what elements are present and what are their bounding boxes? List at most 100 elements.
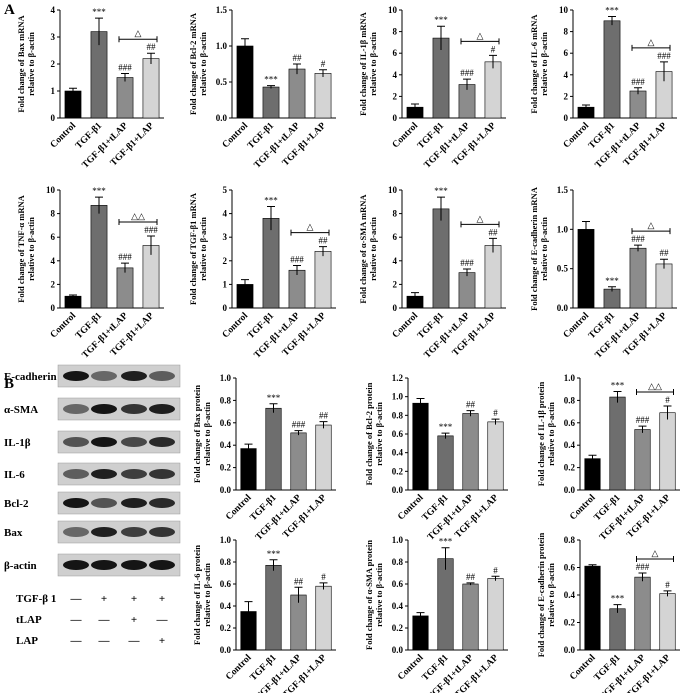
blot-band [91, 371, 117, 381]
panel-label: A [4, 2, 15, 18]
blot-strip [57, 397, 181, 421]
error-bar [121, 72, 129, 82]
significance-label: ## [319, 236, 329, 246]
significance-label: ### [636, 562, 650, 572]
error-bar [582, 220, 590, 238]
y-axis-label: Fold change of TNF-α mRNA [16, 194, 26, 302]
y-tick-label: 0.0 [557, 303, 569, 313]
error-bar [582, 104, 590, 110]
y-axis-label: relative to β-actin [26, 217, 36, 281]
significance-label: *** [434, 186, 448, 196]
bar [629, 247, 647, 309]
error-bar [663, 590, 672, 597]
bar [64, 90, 82, 119]
comparison-bracket [118, 36, 158, 43]
significance-label: # [321, 59, 326, 69]
bar [484, 61, 502, 119]
treatment-label: TGF-β 1 [16, 593, 56, 605]
y-tick-label: 0.6 [392, 429, 404, 439]
error-bar [613, 604, 622, 613]
comparison-label: △△ [648, 381, 662, 391]
y-tick-label: 4 [51, 256, 56, 266]
y-axis-label: Fold change of E-cadherin mRNA [529, 186, 539, 311]
y-tick-label: 2 [223, 256, 228, 266]
y-tick-label: 1.0 [220, 373, 232, 383]
bar [314, 251, 332, 309]
error-bar [588, 564, 597, 568]
y-axis-label: relative to β-actin [539, 217, 549, 281]
bar [432, 37, 450, 119]
significance-label: *** [605, 276, 619, 286]
bar [655, 263, 673, 309]
error-bar [634, 244, 642, 252]
treatment-mark: + [159, 635, 165, 647]
y-tick-label: 4 [393, 256, 398, 266]
error-bar [491, 418, 500, 425]
error-bar [638, 425, 647, 433]
error-bar [608, 15, 616, 26]
y-axis-label: relative to β-actin [198, 217, 208, 281]
x-tick-label: Control [221, 311, 251, 341]
comparison-label: △ [477, 213, 484, 223]
y-tick-label: 3 [51, 32, 56, 42]
y-tick-label: 0.8 [392, 410, 404, 420]
error-bar [638, 572, 647, 582]
blot-band [121, 371, 147, 381]
y-tick-label: 0.2 [564, 618, 576, 628]
blot-band [121, 527, 147, 537]
blot-strip [57, 462, 181, 486]
treatment-mark: — [98, 614, 111, 626]
blot-band [149, 437, 175, 447]
error-bar [608, 286, 616, 292]
treatment-mark: — [70, 635, 83, 647]
comparison-bracket [460, 38, 500, 45]
y-tick-label: 0.4 [564, 440, 576, 450]
y-tick-label: 0 [51, 303, 56, 313]
blot-band [91, 498, 117, 508]
blot-band [63, 527, 89, 537]
significance-label: *** [611, 594, 625, 604]
x-tick-label: TGF-β1+tLAP [81, 121, 131, 171]
protein-label: E-cadherin [4, 371, 57, 383]
comparison-label: △ [648, 37, 655, 47]
protein-label: β-actin [4, 560, 37, 572]
significance-label: *** [267, 393, 281, 403]
bar [64, 295, 82, 309]
y-tick-label: 10 [46, 185, 56, 195]
x-tick-label: Control [221, 121, 251, 151]
error-bar [441, 547, 450, 570]
comparison-bracket [631, 228, 671, 235]
blot-band [91, 437, 117, 447]
y-tick-label: 1.0 [557, 224, 569, 234]
blot-band [149, 498, 175, 508]
y-tick-label: 0.4 [220, 601, 232, 611]
comparison-label: △ [135, 28, 142, 38]
y-tick-label: 6 [393, 48, 398, 58]
error-bar [244, 443, 253, 454]
error-bar [293, 63, 301, 75]
error-bar [491, 575, 500, 581]
bar [659, 412, 676, 491]
significance-label: ### [292, 420, 306, 430]
bar [487, 578, 504, 651]
y-tick-label: 0.4 [392, 601, 404, 611]
significance-label: ### [144, 225, 158, 235]
y-tick-label: 4 [564, 70, 569, 80]
blot-band [149, 560, 175, 570]
panel-label: B [4, 376, 14, 392]
y-tick-label: 0 [393, 303, 398, 313]
significance-label: *** [439, 422, 453, 432]
y-tick-label: 0.8 [220, 557, 232, 567]
error-bar [69, 87, 77, 94]
y-axis-label: Fold change of Bax protein [192, 385, 202, 483]
bar [315, 585, 332, 651]
significance-label: ### [290, 255, 304, 265]
y-axis-label: relative to β-actin [202, 563, 212, 627]
blot-band [149, 371, 175, 381]
treatment-mark: — [98, 635, 111, 647]
protein-label: Bcl-2 [4, 498, 29, 510]
comparison-bracket [118, 219, 158, 226]
y-axis-label: Fold change of IL-1β mRNA [358, 11, 368, 116]
bar [634, 576, 651, 651]
x-tick-label: Control [49, 311, 79, 341]
